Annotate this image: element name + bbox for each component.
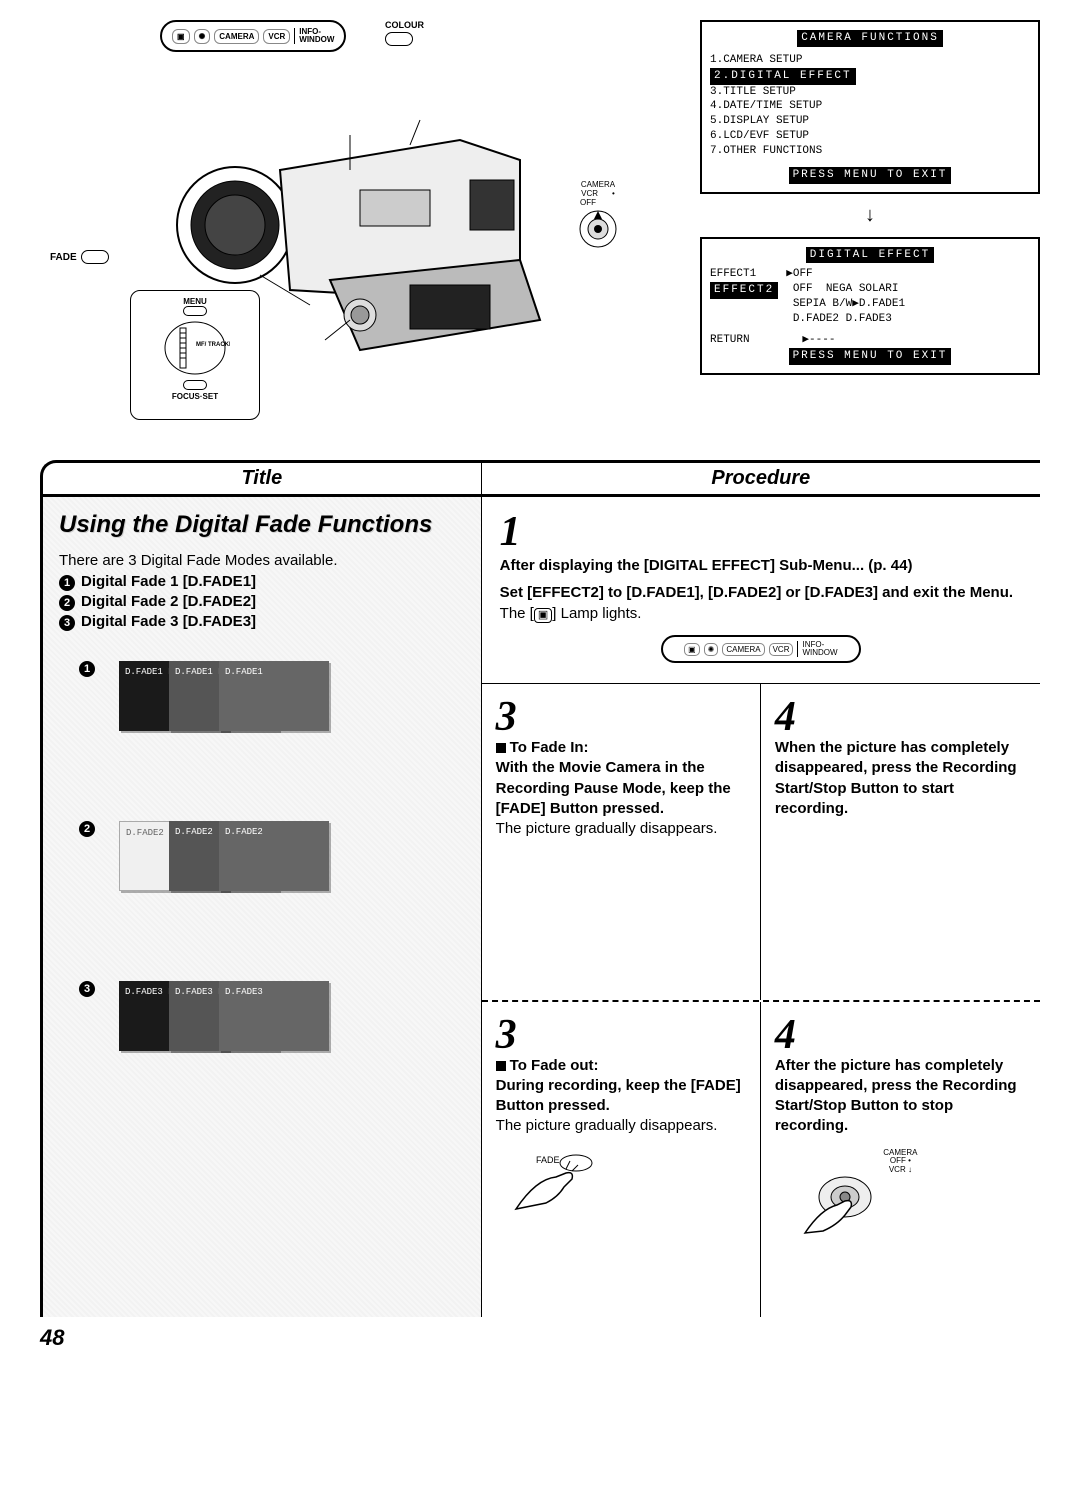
menu-return: RETURN ▶---- bbox=[710, 333, 1030, 348]
indicator-callout: ▣ ✺ CAMERA VCR INFO- WINDOW bbox=[160, 20, 346, 52]
indicator-icon: CAMERA bbox=[214, 29, 259, 44]
indicator-icon: ✺ bbox=[194, 29, 211, 44]
step-lead: To Fade In: bbox=[510, 739, 589, 756]
page-number: 48 bbox=[40, 1325, 1040, 1351]
procedure-header: Procedure bbox=[482, 463, 1040, 494]
instruction-box: Title Procedure Using the Digital Fade F… bbox=[40, 460, 1040, 1317]
fade-group-1: 1 D.FADE1 BLK D.FADE1 BLK D.FADE1 bbox=[59, 661, 465, 791]
title-column: Using the Digital Fade Functions There a… bbox=[43, 497, 482, 1317]
fade-modes-list: 1Digital Fade 1 [D.FADE1] 2Digital Fade … bbox=[59, 573, 465, 631]
lamp-indicator: ▣ ✺ CAMERA VCR INFO- WINDOW bbox=[661, 635, 861, 663]
menu-header: DIGITAL EFFECT bbox=[806, 247, 934, 264]
fade-callout: FADE bbox=[50, 250, 109, 264]
step-number: 4 bbox=[775, 1014, 1026, 1056]
step-text: The [▣] Lamp lights. bbox=[500, 605, 1022, 623]
step-text: With the Movie Camera in the Recording P… bbox=[496, 758, 746, 819]
menu-option: ▶OFF bbox=[786, 267, 905, 282]
menu-item: 5.DISPLAY SETUP bbox=[710, 114, 1030, 129]
diagram-region: ▣ ✺ CAMERA VCR INFO- WINDOW COLOUR FADE … bbox=[40, 20, 1040, 420]
indicator-icon: ▣ bbox=[684, 643, 700, 656]
menu-item: 7.OTHER FUNCTIONS bbox=[710, 144, 1030, 159]
colour-callout: COLOUR bbox=[385, 20, 424, 46]
list-item: Digital Fade 3 [D.FADE3] bbox=[81, 613, 256, 630]
step-text: The picture gradually disappears. bbox=[496, 819, 746, 839]
list-item: Digital Fade 2 [D.FADE2] bbox=[81, 593, 256, 610]
indicator-icon: VCR bbox=[263, 29, 290, 44]
step-3-fade-in: 3 To Fade In: With the Movie Camera in t… bbox=[482, 684, 761, 999]
info-window-label: INFO- WINDOW bbox=[294, 28, 334, 44]
info-window-label: INFO- WINDOW bbox=[797, 641, 837, 657]
focus-set-label: FOCUS·SET bbox=[137, 392, 253, 401]
menu-item: 4.DATE/TIME SETUP bbox=[710, 99, 1030, 114]
colour-button-icon bbox=[385, 32, 413, 46]
step-3-fade-out: 3 To Fade out: During recording, keep th… bbox=[482, 1002, 761, 1317]
bullet-icon bbox=[496, 743, 506, 753]
column-headers: Title Procedure bbox=[43, 463, 1040, 497]
fade-label: FADE bbox=[50, 252, 77, 263]
step-text: When the picture has completely disappea… bbox=[775, 738, 1026, 819]
digital-effect-menu: DIGITAL EFFECT EFFECT1 EFFECT2 ▶OFF OFF … bbox=[700, 237, 1040, 375]
camcorder-illustration bbox=[160, 90, 560, 360]
power-switch-icon bbox=[576, 207, 620, 251]
step-number: 4 bbox=[775, 696, 1026, 738]
power-dial-callout: CAMERA VCR • OFF bbox=[576, 180, 620, 253]
step-1: 1 After displaying the [DIGITAL EFFECT] … bbox=[482, 497, 1040, 684]
thumbnail: D.FADE3 bbox=[219, 981, 329, 1051]
section-heading: Using the Digital Fade Functions bbox=[59, 511, 465, 540]
effect-lamp-icon: ▣ bbox=[534, 608, 552, 623]
menu-item: 6.LCD/EVF SETUP bbox=[710, 129, 1030, 144]
menu-header: CAMERA FUNCTIONS bbox=[797, 30, 943, 47]
colour-label: COLOUR bbox=[385, 20, 424, 30]
step-text: After displaying the [DIGITAL EFFECT] Su… bbox=[500, 557, 1022, 574]
indicator-icon: ✺ bbox=[704, 643, 719, 656]
fade-button-icon bbox=[81, 250, 109, 264]
focus-button-icon bbox=[183, 380, 207, 390]
camera-diagram: ▣ ✺ CAMERA VCR INFO- WINDOW COLOUR FADE … bbox=[40, 20, 680, 420]
procedure-column: 1 After displaying the [DIGITAL EFFECT] … bbox=[482, 497, 1040, 1317]
step-4-fade-out: 4 After the picture has completely disap… bbox=[761, 1002, 1040, 1317]
step-text: During recording, keep the [FADE] Button… bbox=[496, 1076, 746, 1117]
indicator-icon: ▣ bbox=[172, 29, 190, 44]
thumbnail: D.FADE1 bbox=[219, 661, 329, 731]
step-text: After the picture has completely disappe… bbox=[775, 1056, 1026, 1137]
arrow-down-icon: ↓ bbox=[700, 204, 1040, 227]
step-number: 1 bbox=[500, 511, 1022, 553]
step-4-fade-in: 4 When the picture has completely disapp… bbox=[761, 684, 1040, 999]
camera-functions-menu: CAMERA FUNCTIONS 1.CAMERA SETUP 2.DIGITA… bbox=[700, 20, 1040, 194]
menu-option: OFF NEGA SOLARI bbox=[786, 282, 905, 297]
fade-out-row: 3 To Fade out: During recording, keep th… bbox=[482, 1000, 1040, 1317]
fade-group-2: 2 D.FADE2 WHT D.FADE2 D.FADE2 bbox=[59, 821, 465, 951]
bullet-icon bbox=[496, 1061, 506, 1071]
step-number: 3 bbox=[496, 1014, 746, 1056]
svg-text:FADE: FADE bbox=[536, 1155, 560, 1165]
title-header: Title bbox=[43, 463, 482, 494]
menu-item-selected: EFFECT2 bbox=[710, 282, 778, 299]
fade-examples: 1 D.FADE1 BLK D.FADE1 BLK D.FADE1 2 D.FA… bbox=[59, 661, 465, 1111]
camera-label: CAMERA bbox=[576, 180, 620, 189]
intro-text: There are 3 Digital Fade Modes available… bbox=[59, 552, 465, 569]
menu-option: SEPIA B/W▶D.FADE1 bbox=[786, 297, 905, 312]
menu-item: EFFECT1 bbox=[710, 267, 778, 282]
indicator-icon: VCR bbox=[769, 643, 794, 656]
menu-item: 1.CAMERA SETUP bbox=[710, 53, 1030, 68]
vcr-label: VCR bbox=[581, 189, 598, 198]
indicator-icon: CAMERA bbox=[722, 643, 764, 656]
thumbnail: D.FADE2 bbox=[219, 821, 329, 891]
step-text: The picture gradually disappears. bbox=[496, 1116, 746, 1136]
menu-screens: CAMERA FUNCTIONS 1.CAMERA SETUP 2.DIGITA… bbox=[700, 20, 1040, 420]
menu-footer: PRESS MENU TO EXIT bbox=[789, 167, 952, 184]
list-item: Digital Fade 1 [D.FADE1] bbox=[81, 573, 256, 590]
step-text: Set [EFFECT2] to [D.FADE1], [D.FADE2] or… bbox=[500, 584, 1022, 601]
record-press-icon: CAMERA OFF • VCR ↓ bbox=[775, 1149, 1026, 1219]
fade-press-icon: FADE bbox=[496, 1149, 746, 1219]
off-label: OFF bbox=[580, 198, 620, 207]
menu-item: 3.TITLE SETUP bbox=[710, 85, 1030, 100]
step-lead: To Fade out: bbox=[510, 1057, 599, 1074]
menu-footer: PRESS MENU TO EXIT bbox=[789, 348, 952, 365]
fade-group-3: 3 D.FADE3 BLK D.FADE3 BLK D.FADE3 bbox=[59, 981, 465, 1111]
step-number: 3 bbox=[496, 696, 746, 738]
menu-item-selected: 2.DIGITAL EFFECT bbox=[710, 68, 856, 85]
fade-in-row: 3 To Fade In: With the Movie Camera in t… bbox=[482, 684, 1040, 999]
menu-option: D.FADE2 D.FADE3 bbox=[786, 312, 905, 327]
